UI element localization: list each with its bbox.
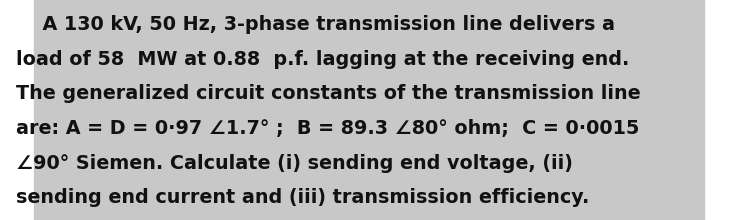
Text: A 130 kV, 50 Hz, 3-phase transmission line delivers a: A 130 kV, 50 Hz, 3-phase transmission li… (16, 15, 615, 34)
Text: are: A = D = 0·97 ∠1.7° ;  B = 89.3 ∠80° ohm;  C = 0·0015: are: A = D = 0·97 ∠1.7° ; B = 89.3 ∠80° … (16, 119, 640, 138)
Text: load of 58  MW at 0.88  p.f. lagging at the receiving end.: load of 58 MW at 0.88 p.f. lagging at th… (16, 50, 630, 69)
Text: The generalized circuit constants of the transmission line: The generalized circuit constants of the… (16, 84, 641, 103)
Text: ∠90° Siemen. Calculate (i) sending end voltage, (ii): ∠90° Siemen. Calculate (i) sending end v… (16, 154, 573, 172)
Text: sending end current and (iii) transmission efficiency.: sending end current and (iii) transmissi… (16, 188, 590, 207)
